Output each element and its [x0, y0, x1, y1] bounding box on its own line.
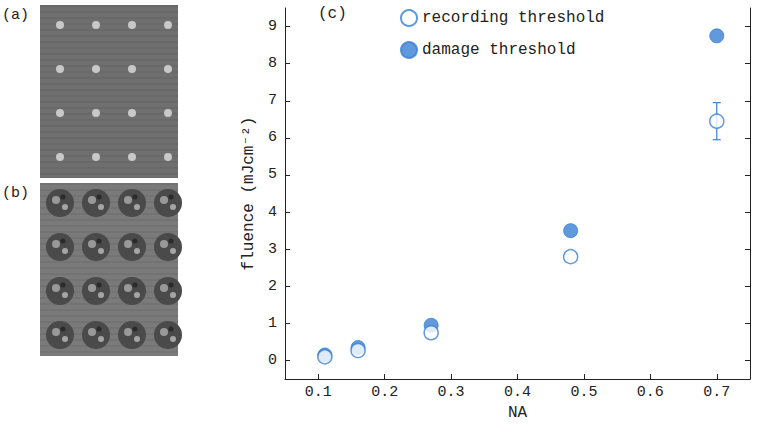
svg-text:9: 9	[268, 18, 277, 35]
svg-text:(c): (c)	[318, 5, 347, 23]
svg-text:5: 5	[268, 166, 277, 183]
svg-text:4: 4	[268, 204, 277, 221]
svg-text:0.2: 0.2	[371, 384, 398, 401]
svg-text:NA: NA	[508, 404, 528, 422]
svg-text:recording threshold: recording threshold	[422, 9, 604, 27]
svg-text:3: 3	[268, 241, 277, 258]
svg-text:(a): (a)	[2, 7, 29, 24]
svg-text:(b): (b)	[2, 185, 29, 202]
svg-text:0.7: 0.7	[703, 384, 730, 401]
svg-text:0.3: 0.3	[438, 384, 465, 401]
svg-text:0: 0	[268, 352, 277, 369]
svg-text:8: 8	[268, 55, 277, 72]
svg-text:7: 7	[268, 92, 277, 109]
svg-text:0.6: 0.6	[637, 384, 664, 401]
svg-text:0.4: 0.4	[504, 384, 531, 401]
svg-text:2: 2	[268, 278, 277, 295]
svg-text:damage threshold: damage threshold	[422, 41, 576, 59]
svg-text:0.1: 0.1	[305, 384, 332, 401]
svg-text:6: 6	[268, 129, 277, 146]
svg-text:fluence (mJcm⁻²): fluence (mJcm⁻²)	[240, 117, 258, 271]
svg-text:1: 1	[268, 315, 277, 332]
svg-text:0.5: 0.5	[570, 384, 597, 401]
